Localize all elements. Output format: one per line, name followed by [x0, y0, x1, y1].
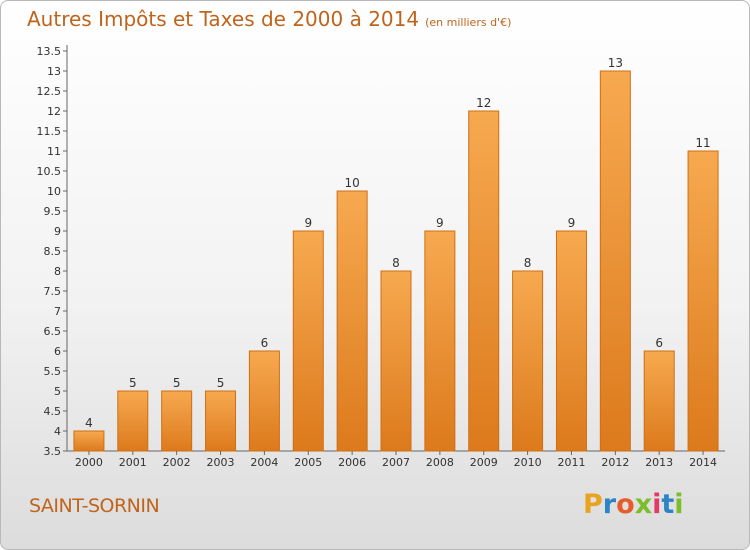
y-tick-label: 13.5	[37, 45, 62, 58]
data-label: 13	[608, 56, 623, 70]
y-tick-label: 5.5	[44, 365, 62, 378]
data-label: 9	[436, 216, 444, 230]
x-tick-label: 2011	[557, 456, 585, 469]
y-tick-label: 8	[54, 265, 61, 278]
x-tick-label: 2004	[250, 456, 278, 469]
y-tick-label: 5	[54, 385, 61, 398]
bar	[512, 270, 544, 452]
data-label: 11	[695, 136, 710, 150]
x-tick-label: 2001	[119, 456, 147, 469]
bar	[248, 350, 280, 452]
y-tick-label: 6	[54, 345, 61, 358]
x-tick-label: 2014	[689, 456, 717, 469]
bar	[292, 230, 324, 452]
logo-letter: t	[661, 489, 675, 520]
bar	[117, 390, 149, 452]
x-tick-label: 2012	[601, 456, 629, 469]
x-tick-label: 2010	[514, 456, 542, 469]
bar	[161, 390, 193, 452]
x-tick-label: 2009	[470, 456, 498, 469]
x-tick-label: 2008	[426, 456, 454, 469]
y-tick-label: 3.5	[44, 445, 62, 458]
logo-letter: o	[616, 489, 635, 520]
x-tick-label: 2000	[75, 456, 103, 469]
data-label: 6	[261, 336, 269, 350]
x-tick-label: 2002	[163, 456, 191, 469]
y-tick-label: 11	[47, 145, 61, 158]
x-tick-label: 2005	[294, 456, 322, 469]
bar	[555, 230, 587, 452]
data-label: 8	[392, 256, 400, 270]
bar	[73, 430, 105, 452]
logo-letter: P	[583, 489, 603, 520]
data-label: 10	[344, 176, 359, 190]
data-label: 4	[85, 416, 93, 430]
x-tick-label: 2003	[207, 456, 235, 469]
chart-title: Autres Impôts et Taxes de 2000 à 2014 (en…	[27, 7, 511, 31]
data-label: 8	[524, 256, 532, 270]
x-tick-label: 2007	[382, 456, 410, 469]
y-tick-label: 7	[54, 305, 61, 318]
y-tick-label: 7.5	[44, 285, 62, 298]
bar	[205, 390, 237, 452]
bar	[380, 270, 412, 452]
city-name: SAINT-SORNIN	[29, 495, 160, 517]
y-tick-label: 10	[47, 185, 61, 198]
data-label: 5	[129, 376, 137, 390]
y-tick-label: 13	[47, 65, 61, 78]
y-tick-label: 8.5	[44, 245, 62, 258]
bar	[643, 350, 675, 452]
y-tick-label: 9.5	[44, 205, 62, 218]
bar	[424, 230, 456, 452]
y-tick-label: 12	[47, 105, 61, 118]
bar	[336, 190, 368, 452]
logo-letter: r	[602, 489, 617, 520]
y-tick-label: 11.5	[37, 125, 62, 138]
bar	[599, 70, 631, 452]
x-tick-label: 2006	[338, 456, 366, 469]
data-label: 5	[173, 376, 181, 390]
y-tick-label: 4	[54, 425, 61, 438]
y-tick-label: 12.5	[37, 85, 62, 98]
logo-letter: i	[652, 489, 662, 520]
data-label: 5	[217, 376, 225, 390]
bar	[687, 150, 719, 452]
data-label: 12	[476, 96, 491, 110]
x-tick-label: 2013	[645, 456, 673, 469]
data-label: 6	[655, 336, 663, 350]
y-tick-label: 9	[54, 225, 61, 238]
data-label: 9	[304, 216, 312, 230]
y-tick-label: 10.5	[37, 165, 62, 178]
proxiti-logo: Proxiti	[583, 489, 684, 520]
bar	[468, 110, 500, 452]
logo-letter: x	[634, 489, 653, 520]
chart-unit: (en milliers d'€)	[425, 16, 512, 29]
chart-title-text: Autres Impôts et Taxes de 2000 à 2014	[27, 7, 420, 31]
data-label: 9	[568, 216, 576, 230]
y-tick-label: 4.5	[44, 405, 62, 418]
y-tick-label: 6.5	[44, 325, 62, 338]
logo-letter: i	[674, 489, 684, 520]
